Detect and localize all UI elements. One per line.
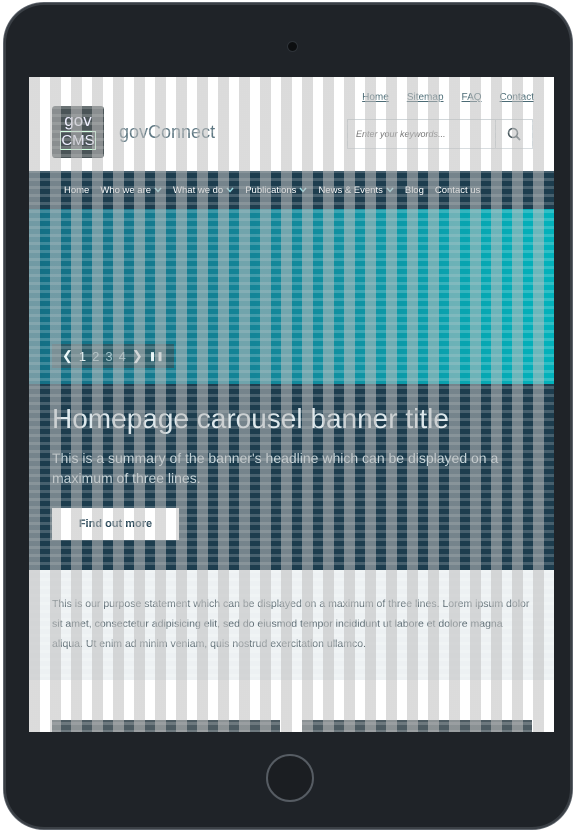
carousel-page-1[interactable]: 1	[78, 348, 87, 364]
nav-item-home[interactable]: Home	[64, 185, 89, 196]
purpose-text: This is our purpose statement which can …	[52, 598, 530, 650]
site-logo[interactable]: gov CMS	[52, 106, 104, 158]
nav-item-news-events[interactable]: News & Events	[318, 184, 394, 196]
nav-item-what-we-do[interactable]: What we do	[173, 185, 234, 196]
logo-line-2: CMS	[60, 131, 96, 150]
search-icon	[507, 127, 521, 141]
nav-item-label: Publications	[245, 184, 297, 196]
nav-item-label: Who we are	[100, 184, 152, 196]
utility-nav: Home Sitemap FAQ Contact	[362, 92, 534, 103]
carousel-pause-button[interactable]: ❚❚	[148, 350, 164, 361]
carousel-controls: ❮ 1 2 3 4 ❯ ❚❚	[52, 344, 174, 368]
utility-link-faq[interactable]: FAQ	[461, 92, 482, 103]
main-nav: Home Who we are What we do Publications …	[29, 171, 554, 209]
utility-link-contact[interactable]: Contact	[499, 92, 534, 103]
camera-icon	[288, 42, 297, 51]
purpose-statement: This is our purpose statement which can …	[29, 570, 554, 680]
chevron-down-icon	[299, 187, 308, 193]
find-out-more-button[interactable]: Find out more	[52, 508, 179, 540]
nav-item-label: What we do	[173, 184, 224, 196]
carousel-next-button[interactable]: ❯	[131, 348, 143, 363]
browser-screen: Home Sitemap FAQ Contact gov CMS govConn…	[29, 77, 554, 732]
carousel-prev-button[interactable]: ❮	[62, 348, 73, 363]
strip-gap	[280, 720, 302, 732]
site-header: Home Sitemap FAQ Contact gov CMS govConn…	[29, 77, 554, 171]
chevron-down-icon	[386, 187, 394, 193]
nav-item-label: Contact us	[434, 184, 481, 196]
utility-link-sitemap[interactable]: Sitemap	[406, 92, 444, 103]
carousel-page-3[interactable]: 3	[105, 348, 113, 364]
banner-summary: This is a summary of the banner's headli…	[52, 450, 499, 486]
banner-title: Homepage carousel banner title	[52, 403, 449, 434]
carousel-page-4[interactable]: 4	[118, 348, 126, 364]
nav-item-label: Blog	[404, 184, 424, 196]
carousel-banner: Homepage carousel banner title This is a…	[29, 384, 554, 570]
search-box	[347, 119, 533, 149]
site-name[interactable]: govConnect	[119, 122, 216, 142]
nav-item-label: News & Events	[318, 184, 383, 196]
nav-item-label: Home	[64, 184, 90, 196]
carousel-page-2[interactable]: 2	[92, 348, 100, 364]
nav-item-who-we-are[interactable]: Who we are	[100, 185, 162, 196]
logo-line-1: gov	[64, 111, 92, 130]
nav-item-blog[interactable]: Blog	[405, 185, 424, 196]
content-strip	[52, 720, 532, 732]
utility-link-home[interactable]: Home	[362, 92, 389, 103]
search-button[interactable]	[495, 120, 532, 148]
chevron-down-icon	[226, 187, 234, 193]
carousel-image: ❮ 1 2 3 4 ❯ ❚❚	[29, 209, 554, 384]
tablet-device: Home Sitemap FAQ Contact gov CMS govConn…	[4, 3, 572, 829]
search-input[interactable]	[348, 120, 504, 148]
nav-item-publications[interactable]: Publications	[245, 184, 308, 196]
home-button[interactable]	[266, 754, 314, 802]
nav-item-contact-us[interactable]: Contact us	[435, 185, 480, 196]
chevron-down-icon	[154, 187, 162, 193]
